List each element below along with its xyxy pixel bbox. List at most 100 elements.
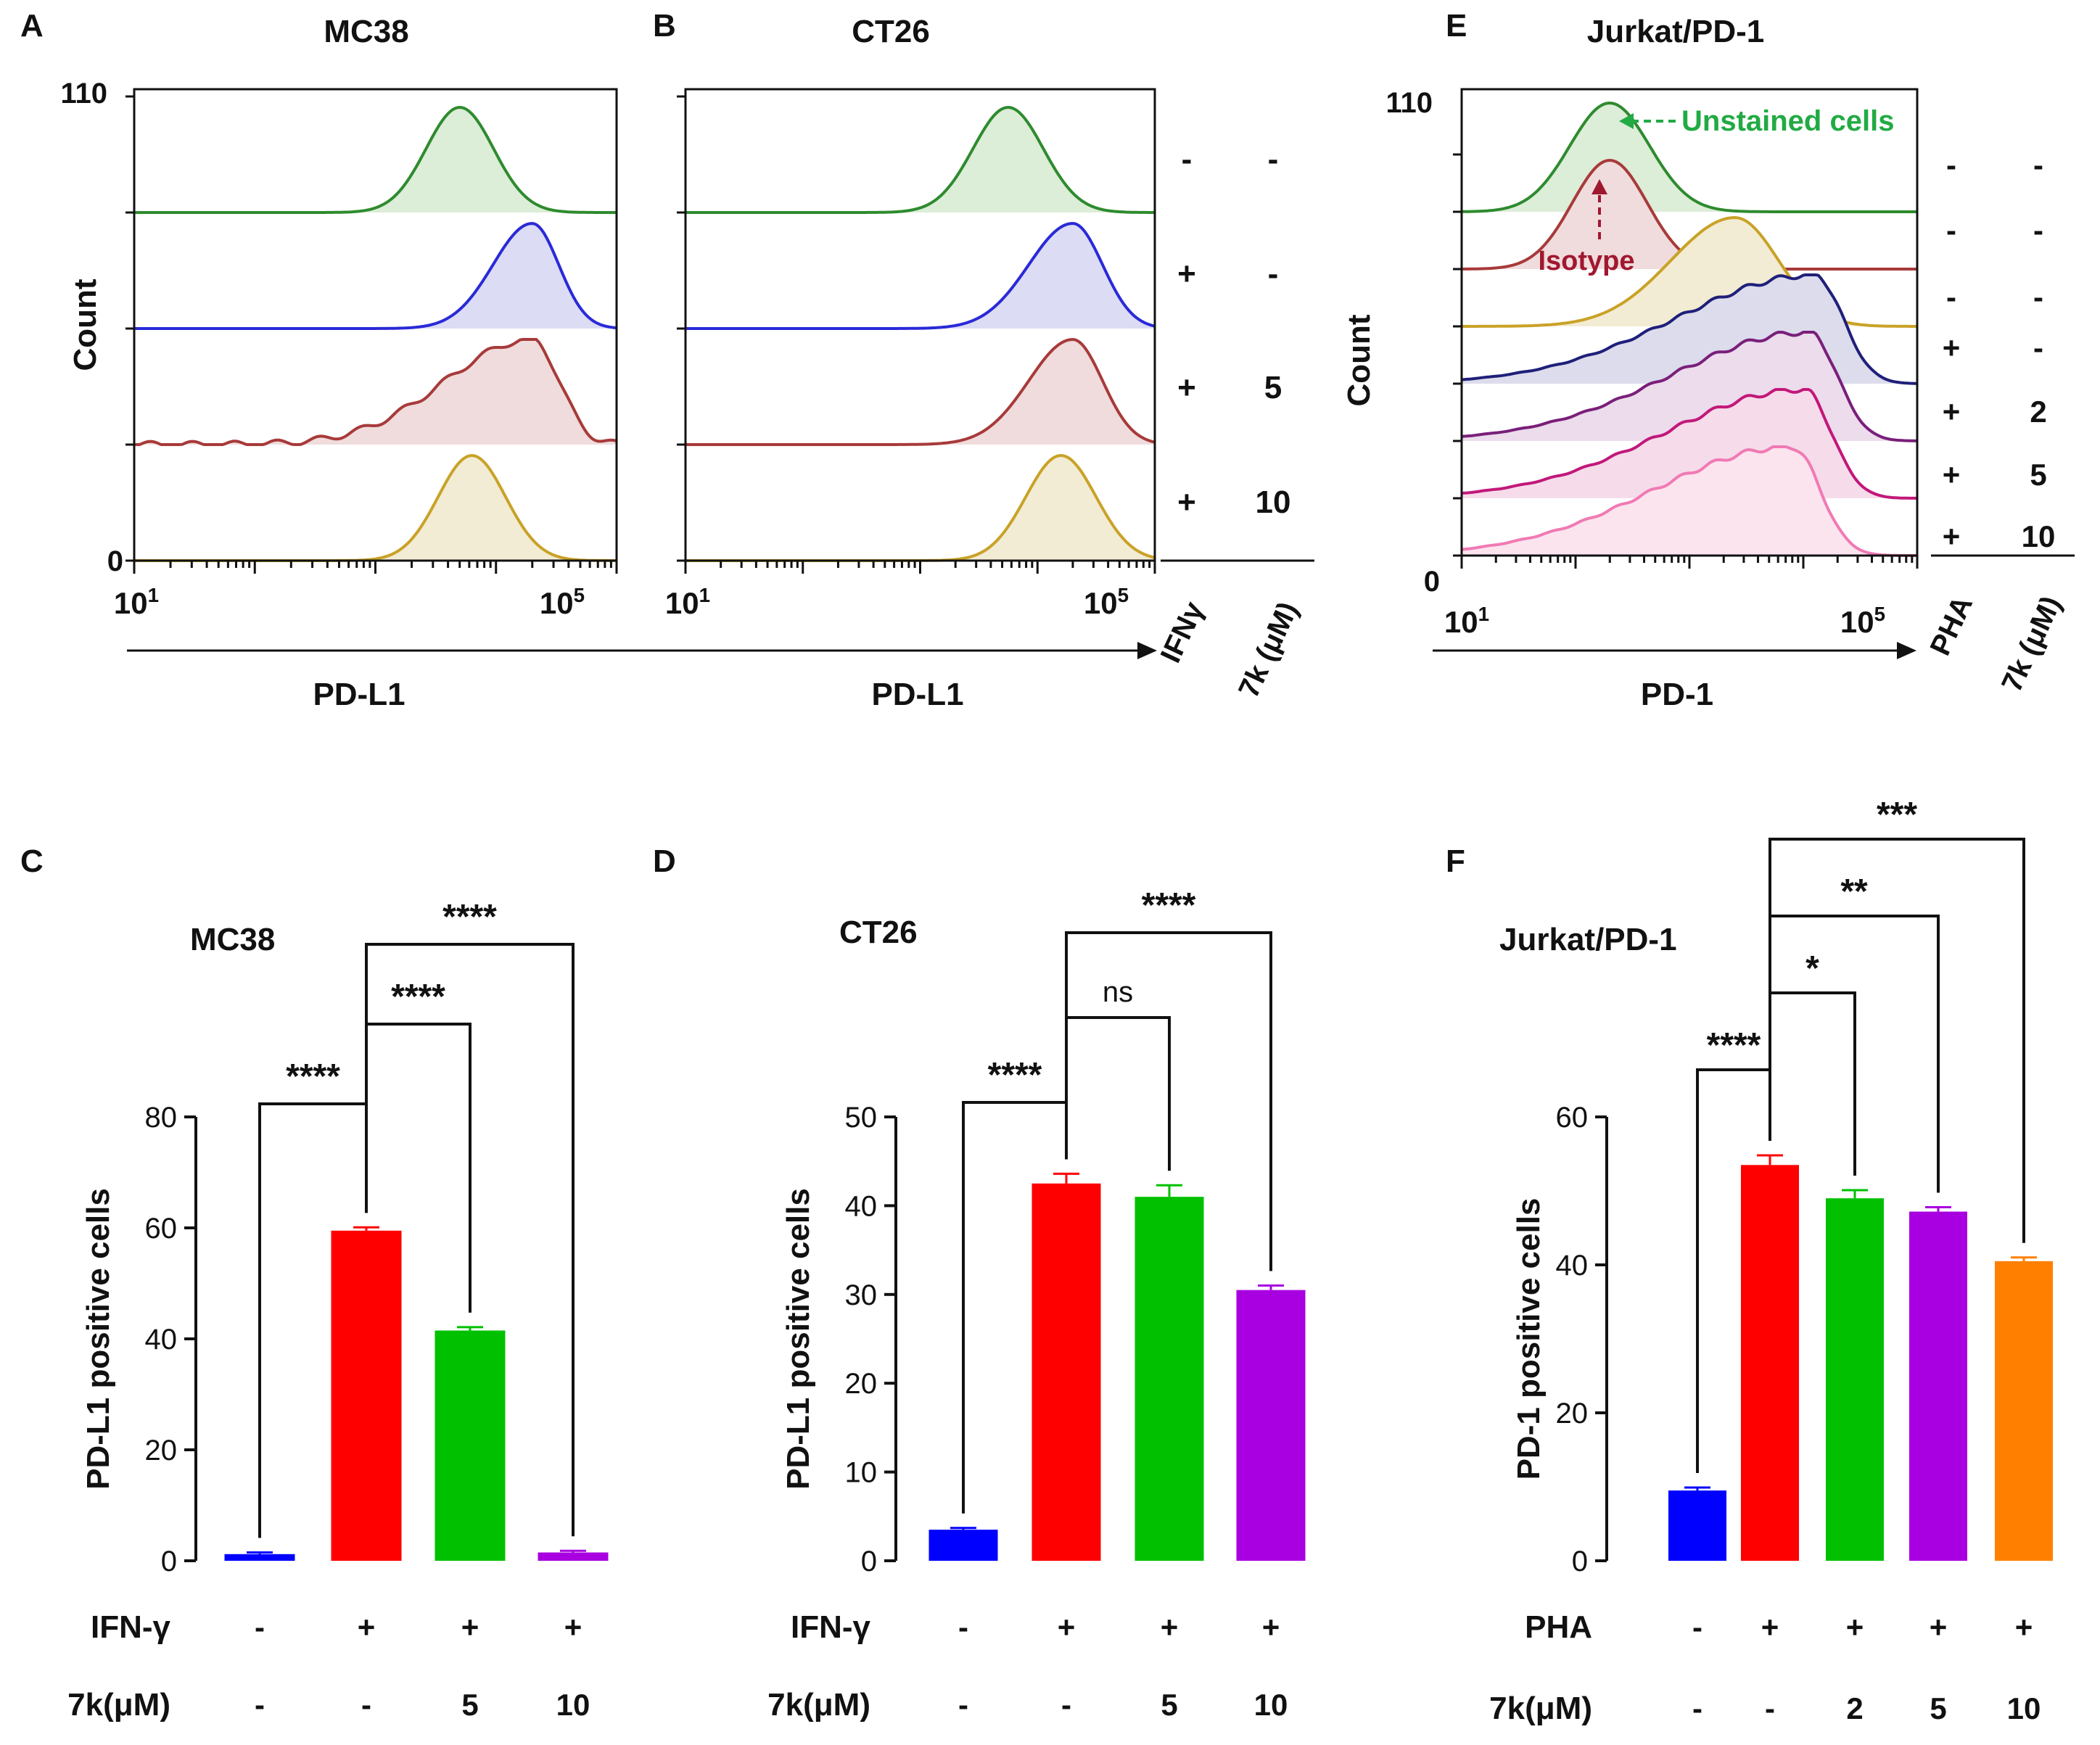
treatment-value-0-4: + xyxy=(2015,1610,2033,1644)
significance-label-0: **** xyxy=(1707,1026,1761,1065)
condition-ifn-3: + xyxy=(1177,484,1196,520)
panel-d-ct26-bar-chart: D CT26 0 10 20 30 40 50 PD-L1 positive cells ****… xyxy=(653,843,1306,1723)
bar-4 xyxy=(1995,1261,2053,1561)
y-tick-label-zero: 0 xyxy=(1424,566,1440,598)
bar-2 xyxy=(1826,1198,1884,1561)
treatment-value-1-4: 10 xyxy=(2007,1691,2041,1725)
bar-2 xyxy=(435,1330,506,1561)
hist-fill-2-1 xyxy=(1462,160,1917,269)
condition-7k-2: 5 xyxy=(1264,370,1282,405)
hist-curve-2-6 xyxy=(1461,445,1917,557)
panel-letter-d: D xyxy=(653,843,676,879)
treatment-value-1-3: 10 xyxy=(556,1688,590,1722)
treatment-value-1-2: 5 xyxy=(1161,1688,1177,1722)
significance-label-3: *** xyxy=(1877,796,1917,834)
treatment-value-1-3: 5 xyxy=(1930,1691,1946,1725)
y-axis-label: PD-1 positive cells xyxy=(1511,1198,1547,1480)
hist-fill-2-0 xyxy=(1462,103,1917,212)
panel-c-mc38-bar-chart: C MC38 0 20 40 60 80 PD-L1 positive cells **** **… xyxy=(20,843,609,1723)
y-axis-label: Count xyxy=(1341,314,1377,406)
condition-pha-6: + xyxy=(1943,519,1961,553)
treatment-value-0-1: + xyxy=(358,1610,376,1644)
panel-a-title: MC38 xyxy=(324,14,408,49)
bar-2 xyxy=(1135,1197,1204,1561)
hist-fill-0-3 xyxy=(134,455,617,561)
panel-letter-e: E xyxy=(1446,8,1467,44)
bar-1 xyxy=(1741,1165,1799,1561)
hist-curve-0-0 xyxy=(134,106,617,214)
treatment-value-1-2: 5 xyxy=(461,1688,478,1722)
isotype-arrowhead xyxy=(1592,179,1607,194)
y-tick-label: 10 xyxy=(845,1457,878,1489)
y-tick-label: 20 xyxy=(845,1368,878,1400)
y-tick-label: 40 xyxy=(1556,1250,1589,1282)
condition-header-7k: 7k (μM) xyxy=(1996,591,2067,697)
x-tick-label-min-exp: 1 xyxy=(148,584,159,606)
treatment-row-label-0: IFN-γ xyxy=(791,1609,871,1645)
x-tick-label-max-base: 10 xyxy=(540,586,574,620)
significance-label-2: **** xyxy=(1142,886,1196,925)
condition-7k-5: 5 xyxy=(2030,458,2046,492)
treatment-value-0-0: - xyxy=(958,1610,968,1644)
bar-3 xyxy=(1236,1290,1306,1561)
condition-pha-2: - xyxy=(1946,280,1956,314)
condition-ifn-1: + xyxy=(1177,256,1196,292)
y-tick-label: 50 xyxy=(845,1102,878,1134)
treatment-value-0-3: + xyxy=(1262,1610,1280,1644)
treatment-value-1-3: 10 xyxy=(1254,1688,1288,1722)
x-tick-label-min-base: 10 xyxy=(665,586,699,620)
hist-fill-2-2 xyxy=(1462,218,1917,326)
condition-7k-2: - xyxy=(2033,280,2043,314)
hist-curve-1-1 xyxy=(685,222,1156,330)
y-tick-label: 0 xyxy=(1572,1546,1588,1577)
condition-pha-5: + xyxy=(1943,458,1961,492)
condition-7k-1: - xyxy=(2033,213,2043,247)
y-tick-label: 40 xyxy=(845,1190,878,1222)
treatment-value-0-2: + xyxy=(461,1610,479,1644)
hist-curve-1-2 xyxy=(685,338,1156,446)
y-tick-label: 20 xyxy=(145,1435,178,1466)
y-tick-label: 30 xyxy=(845,1279,878,1311)
treatment-row-label-0: PHA xyxy=(1525,1609,1592,1645)
x-tick-label-min-exp: 1 xyxy=(1478,603,1489,625)
x-tick-label-max-exp: 5 xyxy=(1874,603,1885,625)
treatment-row-label-1: 7k(μM) xyxy=(67,1687,170,1723)
x-tick-label-max: 105 xyxy=(540,584,585,620)
hist-curve-1-0 xyxy=(685,105,1155,214)
unstained-arrowhead xyxy=(1619,113,1634,129)
treatment-value-0-3: + xyxy=(564,1610,582,1644)
y-tick-label: 60 xyxy=(145,1213,178,1245)
treatment-row-label-1: 7k(μM) xyxy=(767,1687,870,1723)
significance-label-1: ns xyxy=(1103,976,1133,1008)
treatment-value-0-0: - xyxy=(1692,1610,1702,1644)
panel-f-title: Jurkat/PD-1 xyxy=(1499,922,1677,957)
condition-header-pha: PHA xyxy=(1924,591,1980,660)
x-axis-label: PD-1 xyxy=(1641,677,1713,712)
x-tick-label-min-exp: 1 xyxy=(699,584,710,606)
panel-letter-f: F xyxy=(1446,843,1465,879)
y-tick-label: 20 xyxy=(1556,1398,1589,1430)
hist-curve-2-4 xyxy=(1461,330,1917,442)
y-axis-label: PD-L1 positive cells xyxy=(81,1188,116,1490)
x-tick-label-min: 101 xyxy=(1444,603,1489,639)
bar-1 xyxy=(331,1230,402,1561)
treatment-value-1-0: - xyxy=(255,1688,265,1722)
y-tick-label: 80 xyxy=(145,1102,178,1134)
bar-0 xyxy=(928,1530,998,1561)
x-tick-label-max: 105 xyxy=(1840,603,1885,639)
treatment-value-0-2: + xyxy=(1161,1610,1179,1644)
treatment-value-0-1: + xyxy=(1058,1610,1076,1644)
condition-7k-0: - xyxy=(2033,148,2043,182)
panel-letter-a: A xyxy=(20,8,44,44)
x-tick-label-max-exp: 5 xyxy=(574,584,585,606)
treatment-value-1-0: - xyxy=(958,1688,968,1722)
bar-3 xyxy=(1909,1211,1967,1561)
x-tick-label-min: 101 xyxy=(114,584,159,620)
treatment-value-1-1: - xyxy=(1061,1688,1071,1722)
hist-fill-1-3 xyxy=(685,455,1155,561)
condition-7k-6: 10 xyxy=(2022,519,2056,553)
treatment-row-label-0: IFN-γ xyxy=(91,1609,171,1645)
condition-7k-1: - xyxy=(1268,256,1279,292)
